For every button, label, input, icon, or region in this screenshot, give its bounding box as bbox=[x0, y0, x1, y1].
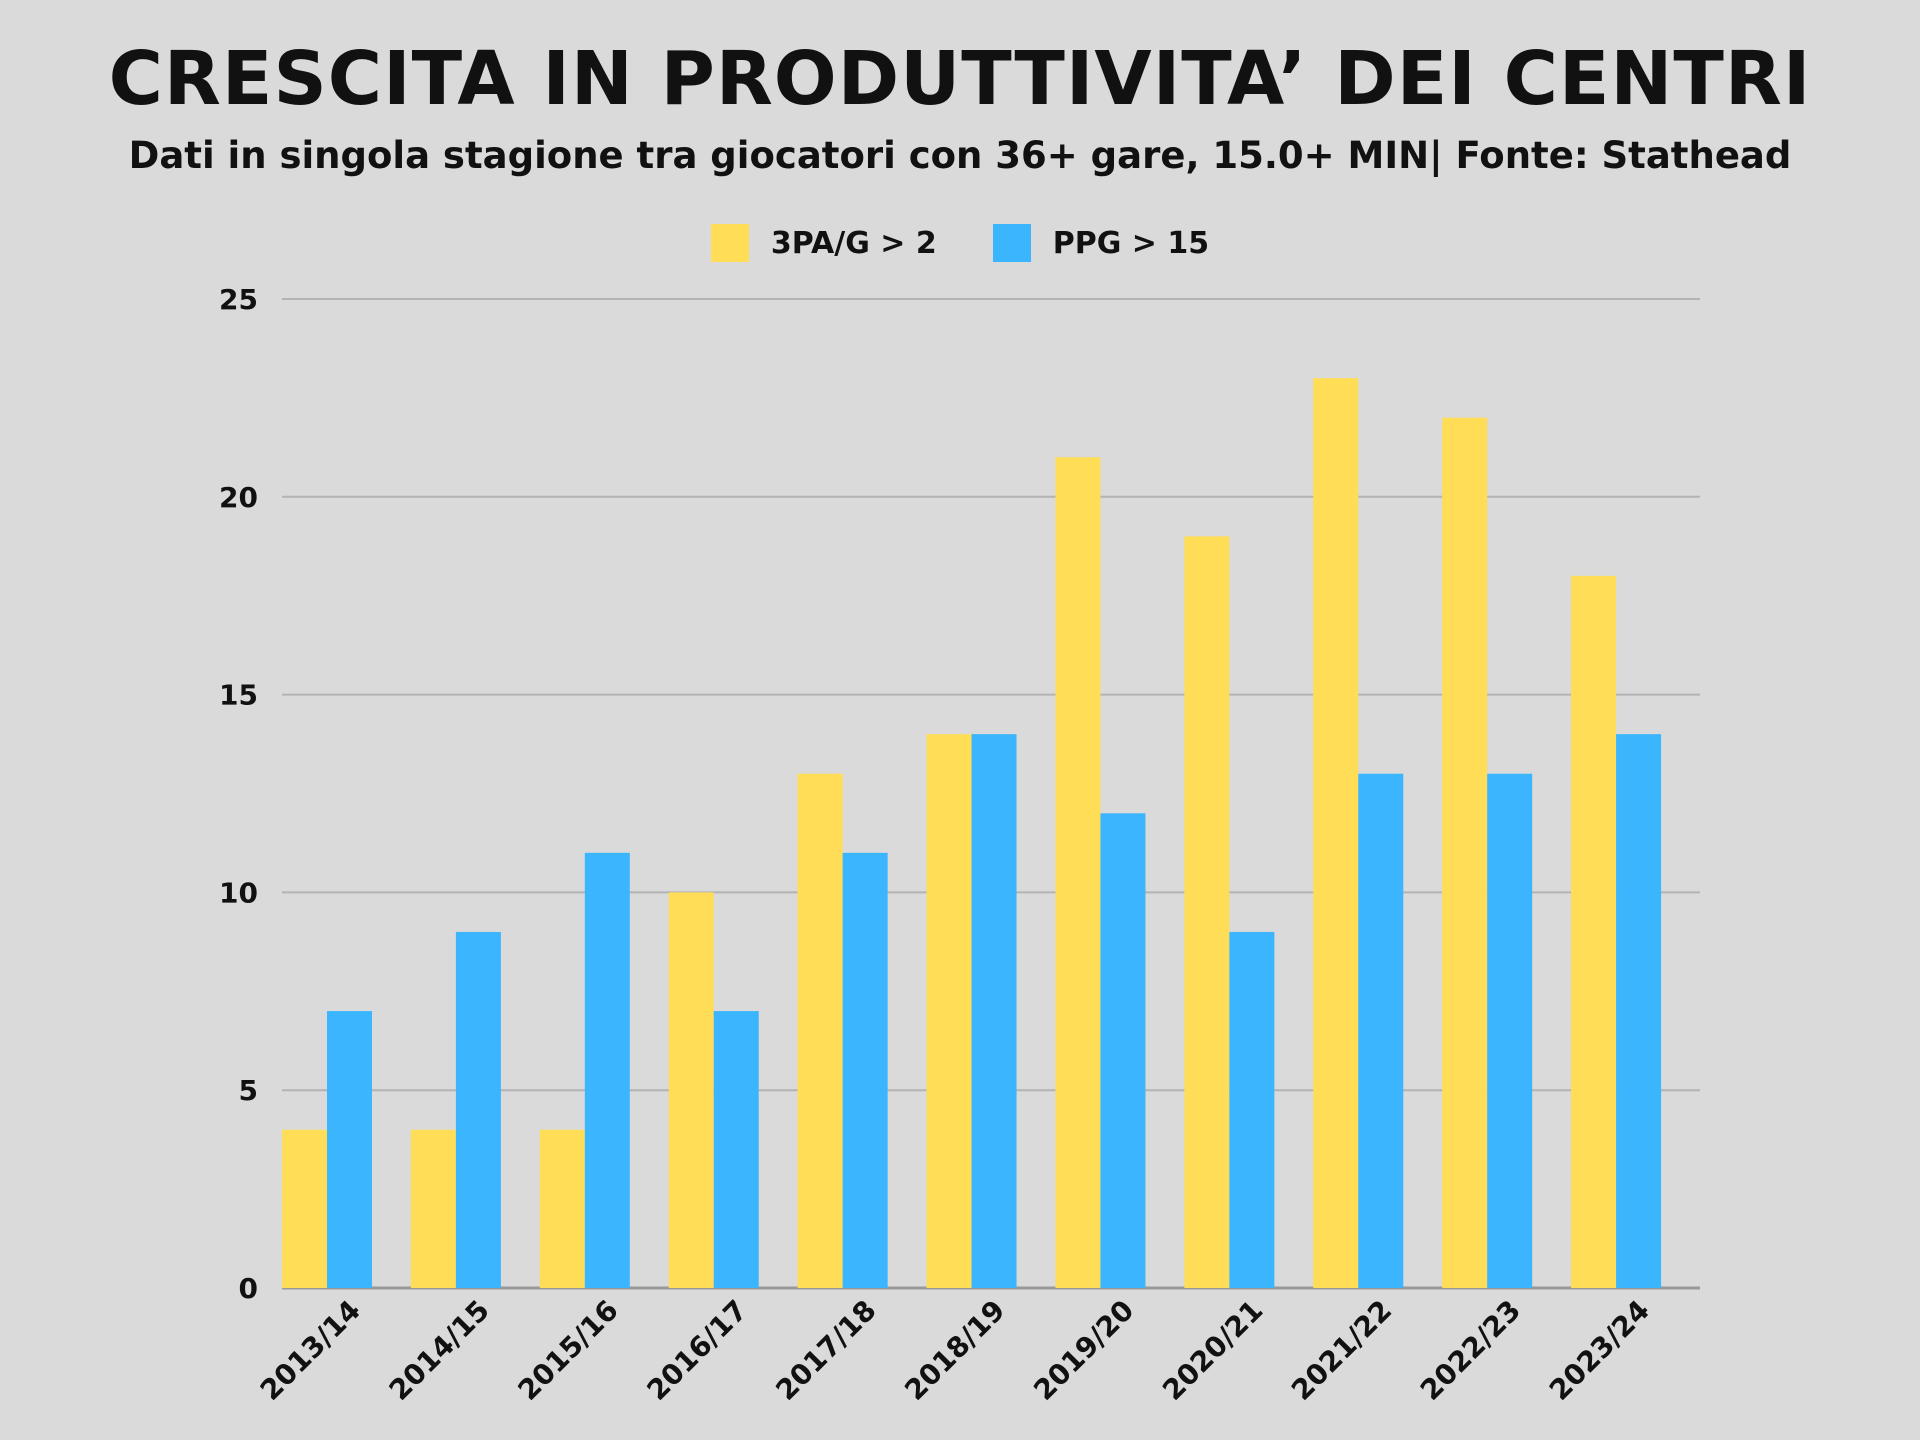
bar-ppg-2014-15 bbox=[455, 931, 501, 1288]
legend-swatch-ppg bbox=[992, 224, 1031, 262]
y-tick-label: 10 bbox=[219, 876, 258, 909]
legend-swatch-3pa bbox=[710, 224, 749, 262]
bar-ppg-2022-23 bbox=[1487, 773, 1533, 1288]
bar-3pa-2019-20 bbox=[1055, 457, 1101, 1288]
x-tick-label: 2013/14 bbox=[254, 1294, 367, 1407]
bar-ppg-2015-16 bbox=[584, 852, 630, 1288]
bar-ppg-2021-22 bbox=[1358, 773, 1404, 1288]
legend-item-3pa: 3PA/G > 2 bbox=[710, 224, 937, 262]
y-tick-label: 20 bbox=[219, 481, 258, 514]
x-tick-label: 2016/17 bbox=[640, 1294, 753, 1407]
legend-label-3pa: 3PA/G > 2 bbox=[770, 225, 937, 261]
legend: 3PA/G > 2 PPG > 15 bbox=[0, 224, 1920, 262]
bar-ppg-2013-14 bbox=[327, 1011, 372, 1288]
x-tick-label: 2015/16 bbox=[512, 1294, 625, 1407]
bar-3pa-2014-15 bbox=[410, 1129, 456, 1288]
bar-3pa-2013-14 bbox=[282, 1129, 327, 1288]
x-tick-label: 2014/15 bbox=[383, 1294, 496, 1407]
bar-ppg-2023-24 bbox=[1616, 734, 1662, 1288]
x-tick-label: 2023/24 bbox=[1543, 1294, 1656, 1407]
bar-3pa-2015-16 bbox=[539, 1129, 585, 1288]
legend-item-ppg: PPG > 15 bbox=[992, 224, 1210, 262]
x-tick-label: 2018/19 bbox=[898, 1294, 1011, 1407]
bar-ppg-2018-19 bbox=[971, 734, 1017, 1288]
y-tick-label: 15 bbox=[219, 679, 258, 712]
bar-3pa-2022-23 bbox=[1442, 417, 1488, 1288]
y-tick-label: 0 bbox=[239, 1272, 258, 1305]
bar-3pa-2023-24 bbox=[1571, 575, 1617, 1288]
bar-ppg-2020-21 bbox=[1229, 931, 1275, 1288]
y-tick-label: 25 bbox=[219, 283, 258, 316]
bar-ppg-2019-20 bbox=[1100, 813, 1146, 1288]
bar-3pa-2018-19 bbox=[926, 734, 972, 1288]
chart-subtitle: Dati in singola stagione tra giocatori c… bbox=[128, 134, 1792, 177]
x-tick-label: 2022/23 bbox=[1414, 1294, 1527, 1407]
x-tick-label: 2017/18 bbox=[769, 1294, 882, 1407]
bar-3pa-2017-18 bbox=[797, 773, 843, 1288]
y-tick-label: 5 bbox=[239, 1074, 258, 1107]
legend-label-ppg: PPG > 15 bbox=[1052, 225, 1210, 261]
x-tick-label: 2020/21 bbox=[1156, 1294, 1269, 1407]
bar-ppg-2017-18 bbox=[842, 852, 888, 1288]
chart-title: CRESCITA IN PRODUTTIVITA’ DEI CENTRI bbox=[108, 36, 1812, 122]
bar-3pa-2016-17 bbox=[668, 892, 714, 1288]
bar-3pa-2020-21 bbox=[1184, 536, 1230, 1288]
x-tick-label: 2019/20 bbox=[1027, 1294, 1140, 1407]
bar-3pa-2021-22 bbox=[1313, 378, 1359, 1288]
x-tick-label: 2021/22 bbox=[1285, 1294, 1398, 1407]
bar-ppg-2016-17 bbox=[713, 1011, 759, 1288]
